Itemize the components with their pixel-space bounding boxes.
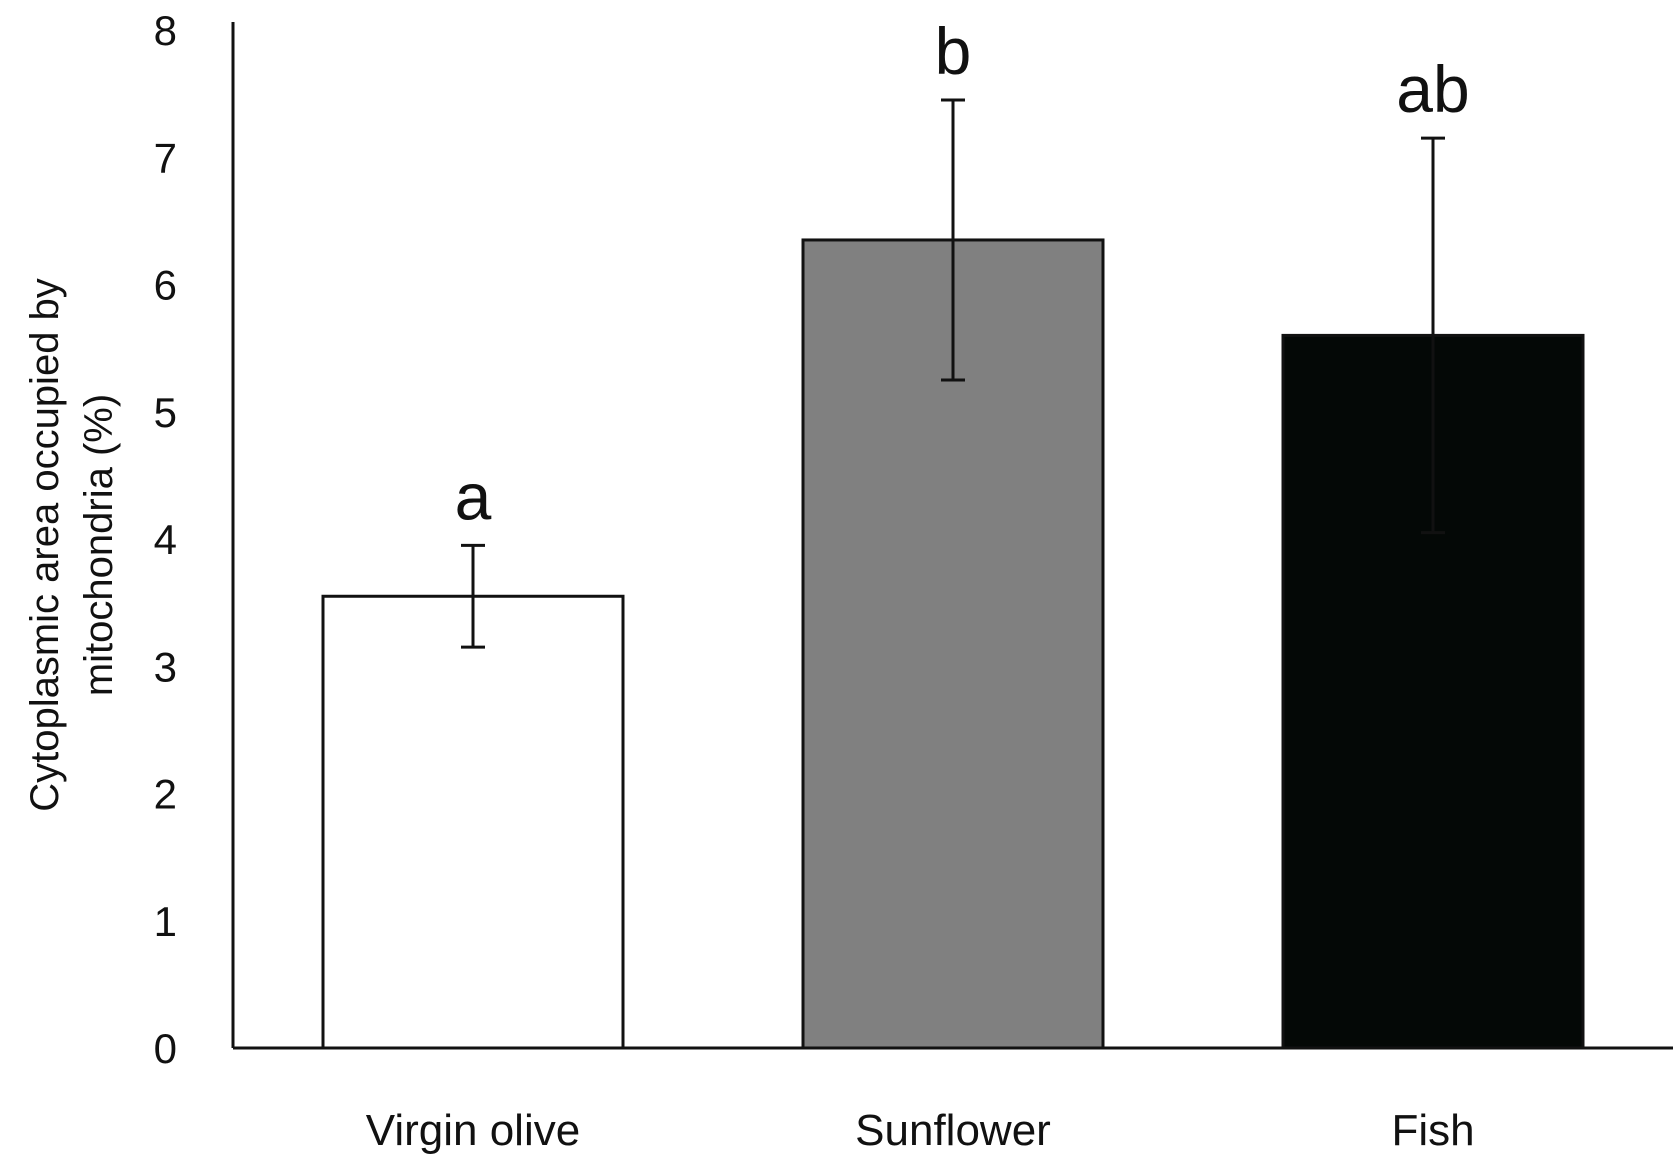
y-axis-title-line-2: mitochondria (%) [77,394,121,696]
y-tick-label: 6 [154,262,177,309]
y-axis-title-line-1: Cytoplasmic area occupied by [23,278,67,812]
error-bars [461,98,1445,649]
y-tick-label: 4 [154,516,177,563]
bar-virgin-olive [321,594,625,1050]
y-tick-label: 3 [154,643,177,690]
y-tick-label: 2 [154,771,177,818]
x-category-label: Sunflower [855,1106,1051,1155]
x-category-label: Virgin olive [366,1106,580,1155]
y-tick-label: 8 [154,7,177,54]
y-axis-ticks: 0 1 2 3 4 5 6 7 8 [154,7,177,1072]
y-tick-label: 1 [154,898,177,945]
y-axis-title: Cytoplasmic area occupied by mitochondri… [23,278,121,812]
y-tick-label: 0 [154,1025,177,1072]
significance-label: a [455,459,492,533]
y-tick-label: 5 [154,389,177,436]
y-tick-label: 7 [154,134,177,181]
significance-label: ab [1396,52,1469,126]
x-category-label: Fish [1391,1106,1474,1155]
significance-label: b [935,14,972,88]
x-axis-category-labels: Virgin olive Sunflower Fish [366,1106,1475,1155]
